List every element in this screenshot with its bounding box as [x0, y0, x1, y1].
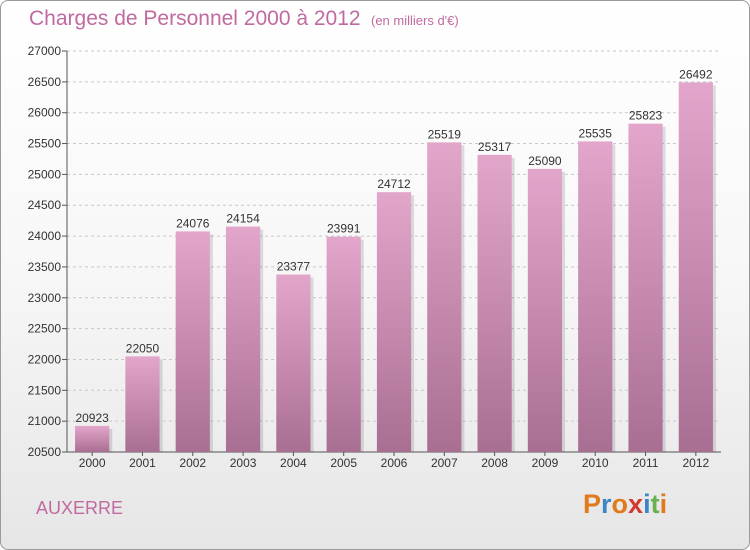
data-label: 25823: [629, 109, 663, 123]
x-tick-label: 2002: [179, 456, 206, 470]
y-tick-label: 21000: [28, 414, 62, 428]
chart-subtitle: (en milliers d'€): [371, 13, 459, 28]
logo-letter: r: [601, 489, 612, 519]
bar-2011: [628, 123, 663, 452]
data-label: 25535: [579, 126, 613, 140]
bar-2009: [527, 168, 563, 452]
y-tick-label: 23000: [28, 291, 62, 305]
x-tick-label: 2001: [129, 456, 156, 470]
bar-2012: [678, 82, 713, 452]
y-tick-label: 23500: [28, 260, 62, 274]
data-label: 25317: [478, 140, 512, 154]
x-tick-label: 2005: [330, 456, 357, 470]
data-label: 22050: [126, 341, 160, 355]
data-label: 23377: [277, 260, 311, 274]
x-tick-label: 2006: [381, 456, 408, 470]
bar-2002: [175, 231, 210, 452]
y-tick-label: 27000: [28, 44, 62, 58]
chart-title: Charges de Personnel 2000 à 2012: [29, 7, 361, 30]
x-tick-label: 2008: [481, 456, 508, 470]
x-tick-label: 2009: [532, 456, 559, 470]
y-tick-label: 22500: [28, 322, 62, 336]
bar-2008: [477, 154, 512, 452]
data-label: 26492: [679, 67, 713, 81]
x-tick-label: 2011: [633, 456, 659, 470]
data-label: 24712: [377, 177, 411, 191]
x-tick-label: 2012: [682, 456, 709, 470]
x-tick-label: 2010: [582, 456, 609, 470]
bar-2003: [225, 226, 261, 452]
bar-2010: [578, 141, 613, 453]
y-tick-label: 22000: [28, 352, 62, 366]
data-label: 24076: [176, 216, 210, 230]
y-tick-label: 24000: [28, 229, 62, 243]
bar-2005: [326, 236, 361, 452]
axes: 20500 21000 21500 22000 22500 23000 23500 24000…: [28, 44, 721, 470]
logo-letter: i: [659, 489, 668, 519]
data-label: 25090: [528, 154, 562, 168]
y-tick-label: 25500: [28, 137, 62, 151]
bar-2007: [427, 142, 462, 452]
city-name: AUXERRE: [36, 498, 124, 518]
x-tick-label: 2004: [280, 456, 307, 470]
data-labels: 20923 22050 24076 24154 23377 23991 24712 25519…: [75, 67, 712, 425]
logo-letter: P: [583, 489, 602, 519]
bar-2004: [276, 274, 311, 452]
data-label: 20923: [75, 411, 109, 425]
bar-2000: [75, 425, 110, 452]
logo-letter: o: [611, 489, 629, 519]
y-tick-label: 21500: [28, 383, 62, 397]
bars: [75, 82, 716, 453]
y-tick-label: 26500: [28, 75, 62, 89]
logo-letter: i: [643, 489, 651, 519]
y-tick-label: 20500: [28, 445, 62, 459]
data-label: 25519: [428, 127, 462, 141]
x-tick-label: 2007: [431, 456, 458, 470]
x-tick-label: 2003: [230, 456, 257, 470]
proxiti-logo[interactable]: Proxiti: [583, 489, 667, 520]
data-label: 23991: [327, 222, 361, 236]
y-tick-label: 26000: [28, 106, 62, 120]
logo-letter: x: [628, 489, 644, 519]
bar-2001: [125, 356, 160, 452]
x-tick-label: 2000: [79, 456, 106, 470]
bar-2006: [376, 192, 412, 453]
data-label: 24154: [226, 212, 260, 226]
y-tick-label: 24500: [28, 198, 62, 212]
y-tick-label: 25000: [28, 167, 62, 181]
logo-letter: t: [650, 489, 660, 519]
